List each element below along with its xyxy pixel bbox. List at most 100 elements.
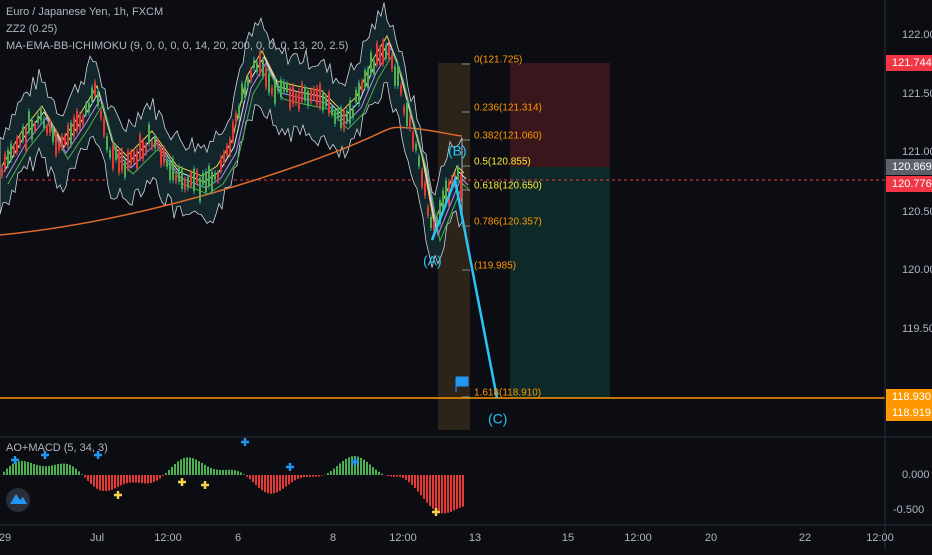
- histogram-bar: [69, 465, 71, 475]
- candle: [91, 87, 93, 101]
- candle: [127, 151, 129, 168]
- candle: [199, 178, 201, 202]
- candle: [52, 127, 54, 142]
- candle: [112, 146, 114, 169]
- wave-label: (C): [488, 411, 507, 427]
- histogram-bar: [24, 461, 26, 475]
- histogram-bar: [459, 475, 461, 508]
- candle: [28, 111, 30, 132]
- candle: [307, 91, 309, 106]
- fib-label: 0.786(120.357): [474, 217, 542, 228]
- histogram-bar: [33, 464, 35, 475]
- candle: [289, 88, 291, 108]
- candle: [277, 84, 279, 91]
- stop-zone: [510, 63, 610, 167]
- histogram-bar: [228, 470, 230, 475]
- histogram-bar: [126, 475, 128, 483]
- candle: [370, 52, 372, 73]
- candle: [223, 153, 225, 164]
- histogram-bar: [30, 463, 32, 475]
- candle: [400, 85, 402, 93]
- histogram-bar: [222, 470, 224, 475]
- histogram-bar: [255, 475, 257, 485]
- time-tick: 13: [469, 532, 481, 544]
- candle: [310, 90, 312, 101]
- candle: [208, 166, 210, 187]
- candle: [55, 132, 57, 155]
- histogram-bar: [378, 472, 380, 475]
- histogram-bar: [198, 461, 200, 475]
- fib-label: 0.382(121.060): [474, 131, 542, 142]
- histogram-bar: [285, 475, 287, 487]
- histogram-bar: [225, 470, 227, 475]
- histogram-bar: [273, 475, 275, 493]
- candle: [1, 169, 3, 176]
- histogram-bar: [438, 475, 440, 513]
- histogram-bar: [138, 475, 140, 483]
- histogram-bar: [162, 475, 164, 476]
- candle: [298, 91, 300, 109]
- histogram-bar: [372, 467, 374, 475]
- fib-label: 0.5(120.855): [474, 157, 531, 168]
- histogram-bar: [288, 475, 290, 484]
- candle: [337, 109, 339, 118]
- candle: [82, 116, 84, 124]
- indicator-title: AO+MACD (5, 34, 3): [6, 442, 108, 454]
- histogram-bar: [264, 475, 266, 492]
- histogram-bar: [456, 475, 458, 509]
- candle: [181, 169, 183, 189]
- candle: [175, 175, 177, 181]
- histogram-bar: [135, 475, 137, 483]
- candle: [361, 81, 363, 90]
- histogram-bar: [450, 475, 452, 512]
- histogram-bar: [78, 471, 80, 475]
- candle: [160, 148, 162, 165]
- candle: [10, 143, 12, 160]
- histogram-bar: [240, 472, 242, 475]
- candle: [376, 43, 378, 64]
- candle: [166, 160, 168, 167]
- histogram-bar: [321, 475, 323, 476]
- time-tick: 6: [235, 532, 241, 544]
- time-tick: Jul: [90, 532, 104, 544]
- histogram-bar: [294, 475, 296, 480]
- candle: [406, 103, 408, 126]
- histogram-bar: [144, 475, 146, 483]
- candle: [262, 60, 264, 76]
- candle: [286, 84, 288, 92]
- histogram-bar: [390, 475, 392, 477]
- time-tick: 20: [705, 532, 717, 544]
- histogram-bar: [339, 463, 341, 475]
- candle: [70, 123, 72, 145]
- candle: [25, 128, 27, 150]
- candle: [388, 45, 390, 59]
- histogram-bar: [84, 475, 86, 478]
- histogram-bar: [318, 475, 320, 476]
- time-tick: 12:00: [866, 532, 894, 544]
- time-tick: 12:00: [624, 532, 652, 544]
- candle: [268, 74, 270, 93]
- candle: [151, 142, 153, 148]
- histogram-bar: [330, 471, 332, 475]
- symbol: Euro / Japanese Yen, 1h, FXCM: [6, 6, 163, 18]
- histogram-bar: [12, 464, 14, 475]
- histogram-bar: [156, 475, 158, 481]
- candle: [187, 177, 189, 188]
- histogram-bar: [204, 465, 206, 475]
- histogram-bar: [21, 461, 23, 475]
- candle: [331, 107, 333, 115]
- wave-label: (A): [423, 253, 442, 269]
- candle: [73, 117, 75, 136]
- candle: [319, 85, 321, 108]
- histogram-bar: [120, 475, 122, 485]
- histogram-bar: [297, 475, 299, 479]
- histogram-bar: [189, 457, 191, 475]
- candle: [340, 108, 342, 128]
- histogram-bar: [150, 475, 152, 483]
- candle: [409, 117, 411, 129]
- histogram-bar: [258, 475, 260, 488]
- candle: [424, 183, 426, 196]
- candle: [109, 150, 111, 158]
- candle: [13, 147, 15, 155]
